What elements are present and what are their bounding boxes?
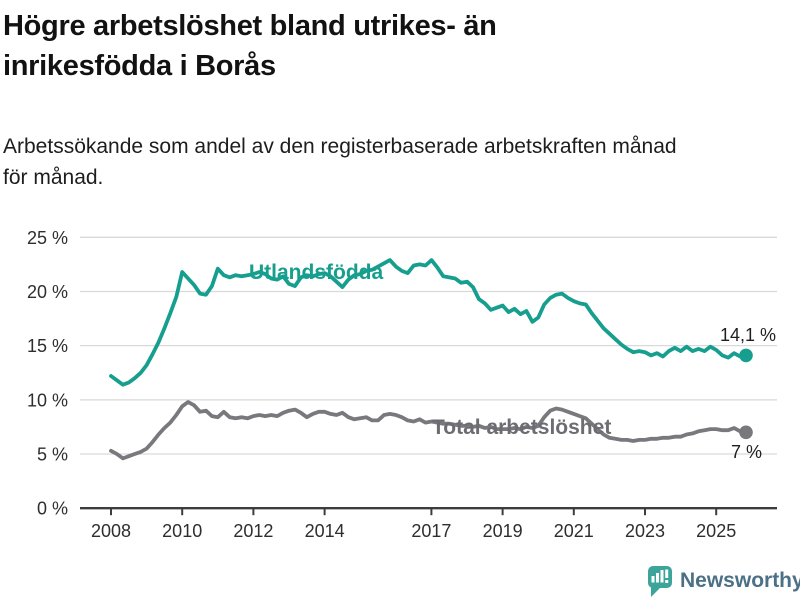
y-tick-label: 15 % (27, 336, 68, 356)
chart-title: Högre arbetslöshet bland utrikes- än inr… (3, 6, 703, 86)
x-tick-label: 2010 (162, 521, 202, 541)
newsworthy-icon (648, 566, 672, 597)
icon-bar-1 (651, 576, 655, 583)
end-value-label-utlandsfodda: 14,1 % (720, 325, 776, 345)
chart-title-line2: inrikesfödda i Borås (3, 50, 276, 82)
x-tick-label: 2014 (305, 521, 345, 541)
x-tick-label: 2025 (696, 521, 736, 541)
icon-exclamation-dot (665, 580, 669, 583)
series-label-utlandsfodda: Utlandsfödda (249, 261, 383, 284)
chart-subtitle-line1: Arbetssökande som andel av den registerb… (3, 135, 677, 158)
y-tick-label: 0 % (37, 499, 68, 519)
icon-bar-2 (656, 573, 659, 583)
chart-subtitle-line2: för månad. (3, 166, 104, 189)
chart-title-line1: Högre arbetslöshet bland utrikes- än (3, 10, 497, 42)
gridlines (80, 236, 777, 510)
end-dots (739, 348, 753, 440)
end-dot-utlandsfodda (739, 348, 753, 363)
chart-subtitle: Arbetssökande som andel av den registerb… (3, 131, 783, 193)
x-tick-label: 2021 (554, 521, 594, 541)
series-line-utlandsfodda (109, 258, 748, 387)
series-lines (109, 258, 748, 461)
x-tick-label: 2017 (411, 521, 451, 541)
series-label-total-arbetsloshet: Total arbetslöshet (432, 416, 611, 439)
y-tick-label: 25 % (27, 228, 68, 248)
x-tick-label: 2023 (625, 521, 665, 541)
newsworthy-logo: Newsworthy (648, 566, 800, 597)
y-tick-label: 10 % (27, 390, 68, 410)
x-tick-label: 2019 (483, 521, 523, 541)
end-dot-total (739, 425, 753, 440)
series-line-total (109, 400, 748, 461)
x-tick-label: 2012 (233, 521, 273, 541)
icon-exclamation-bar (665, 569, 669, 578)
y-tick-label: 5 % (37, 445, 68, 465)
x-tick-label: 2008 (91, 521, 131, 541)
y-tick-label: 20 % (27, 282, 68, 302)
icon-bar-3 (660, 570, 664, 583)
x-axis: 2008 2010 2012 2014 2017 2019 2021 2023 2025 (91, 508, 736, 541)
end-value-label-total: 7 % (731, 442, 762, 462)
y-axis-labels: 0 % 5 % 10 % 15 % 20 % 25 % (27, 228, 68, 519)
newsworthy-wordmark: Newsworthy (680, 569, 800, 592)
